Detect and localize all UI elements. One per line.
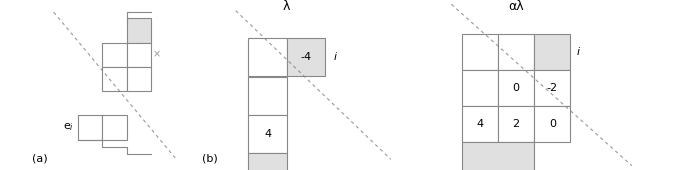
- Text: (b): (b): [202, 153, 217, 163]
- Bar: [534, 34, 570, 70]
- Bar: [103, 42, 127, 67]
- Bar: [534, 106, 570, 142]
- Bar: [103, 115, 127, 140]
- Text: 4: 4: [477, 119, 484, 129]
- Bar: [127, 42, 151, 67]
- Text: -4: -4: [300, 52, 312, 62]
- Bar: [498, 106, 534, 142]
- Text: αλ: αλ: [508, 0, 524, 13]
- Text: $\mathregular{e}_i$: $\mathregular{e}_i$: [63, 122, 74, 133]
- Bar: [248, 115, 287, 153]
- Bar: [462, 106, 498, 142]
- Bar: [248, 38, 287, 76]
- Bar: [498, 70, 534, 106]
- Text: λ: λ: [283, 0, 290, 13]
- Bar: [462, 142, 534, 170]
- Bar: [462, 34, 498, 70]
- Bar: [127, 18, 151, 42]
- Text: -2: -2: [547, 83, 558, 93]
- Text: i: i: [577, 47, 580, 57]
- Text: i: i: [334, 52, 336, 62]
- Text: 4: 4: [264, 129, 271, 139]
- Bar: [248, 153, 287, 170]
- Bar: [103, 67, 127, 91]
- Bar: [287, 38, 325, 76]
- Bar: [498, 34, 534, 70]
- Bar: [127, 67, 151, 91]
- Bar: [462, 70, 498, 106]
- Text: ×: ×: [153, 50, 161, 60]
- Bar: [534, 70, 570, 106]
- Text: 0: 0: [513, 83, 519, 93]
- Text: 0: 0: [549, 119, 556, 129]
- Bar: [78, 115, 103, 140]
- Text: 2: 2: [513, 119, 519, 129]
- Bar: [248, 76, 287, 115]
- Text: (a): (a): [32, 153, 47, 163]
